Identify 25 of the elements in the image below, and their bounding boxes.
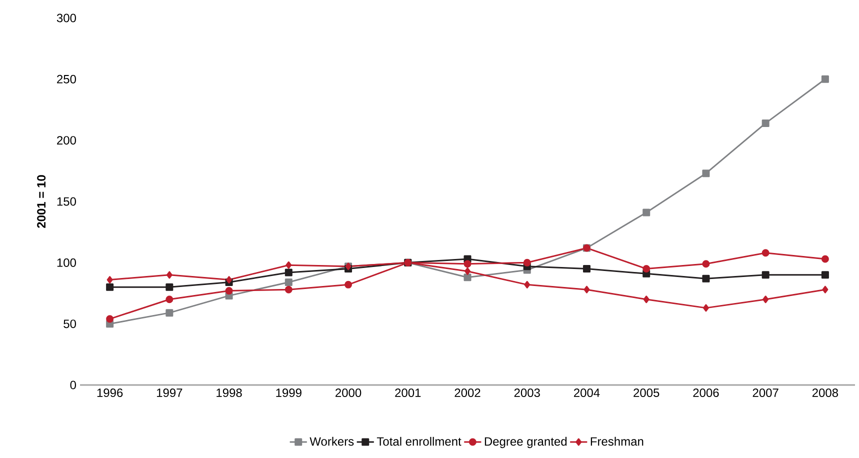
x-tick-label: 1996	[97, 388, 123, 398]
y-axis-title: 2001 = 10	[37, 175, 46, 228]
x-tick-label: 1997	[156, 388, 182, 398]
y-tick-label: 300	[56, 14, 76, 22]
x-tick-label: 1998	[216, 388, 242, 398]
x-tick-label: 2001	[395, 388, 421, 398]
x-tick-label: 2002	[454, 388, 480, 398]
y-tick-label: 200	[57, 136, 76, 145]
y-tick-label: 250	[57, 74, 76, 84]
y-tick-label: 50	[64, 320, 76, 328]
x-tick-label: 2004	[574, 388, 600, 398]
y-tick-label: 150	[57, 197, 76, 206]
x-tick-label: 2003	[514, 388, 540, 398]
y-tick-label: 100	[57, 258, 76, 267]
x-tick-label: 2000	[336, 388, 362, 398]
x-tick-label: 1999	[276, 388, 302, 398]
legend-label: Freshman	[590, 436, 644, 446]
x-tick-label: 2007	[752, 388, 778, 398]
legend-label: Workers	[310, 436, 354, 446]
legend-label: Degree granted	[484, 436, 567, 448]
x-tick-label: 2008	[812, 388, 838, 398]
y-tick-label: 0	[70, 380, 76, 390]
legend-label: Total enrollment	[376, 436, 462, 446]
x-tick-label: 2005	[634, 388, 660, 398]
x-tick-label: 2006	[693, 388, 719, 398]
